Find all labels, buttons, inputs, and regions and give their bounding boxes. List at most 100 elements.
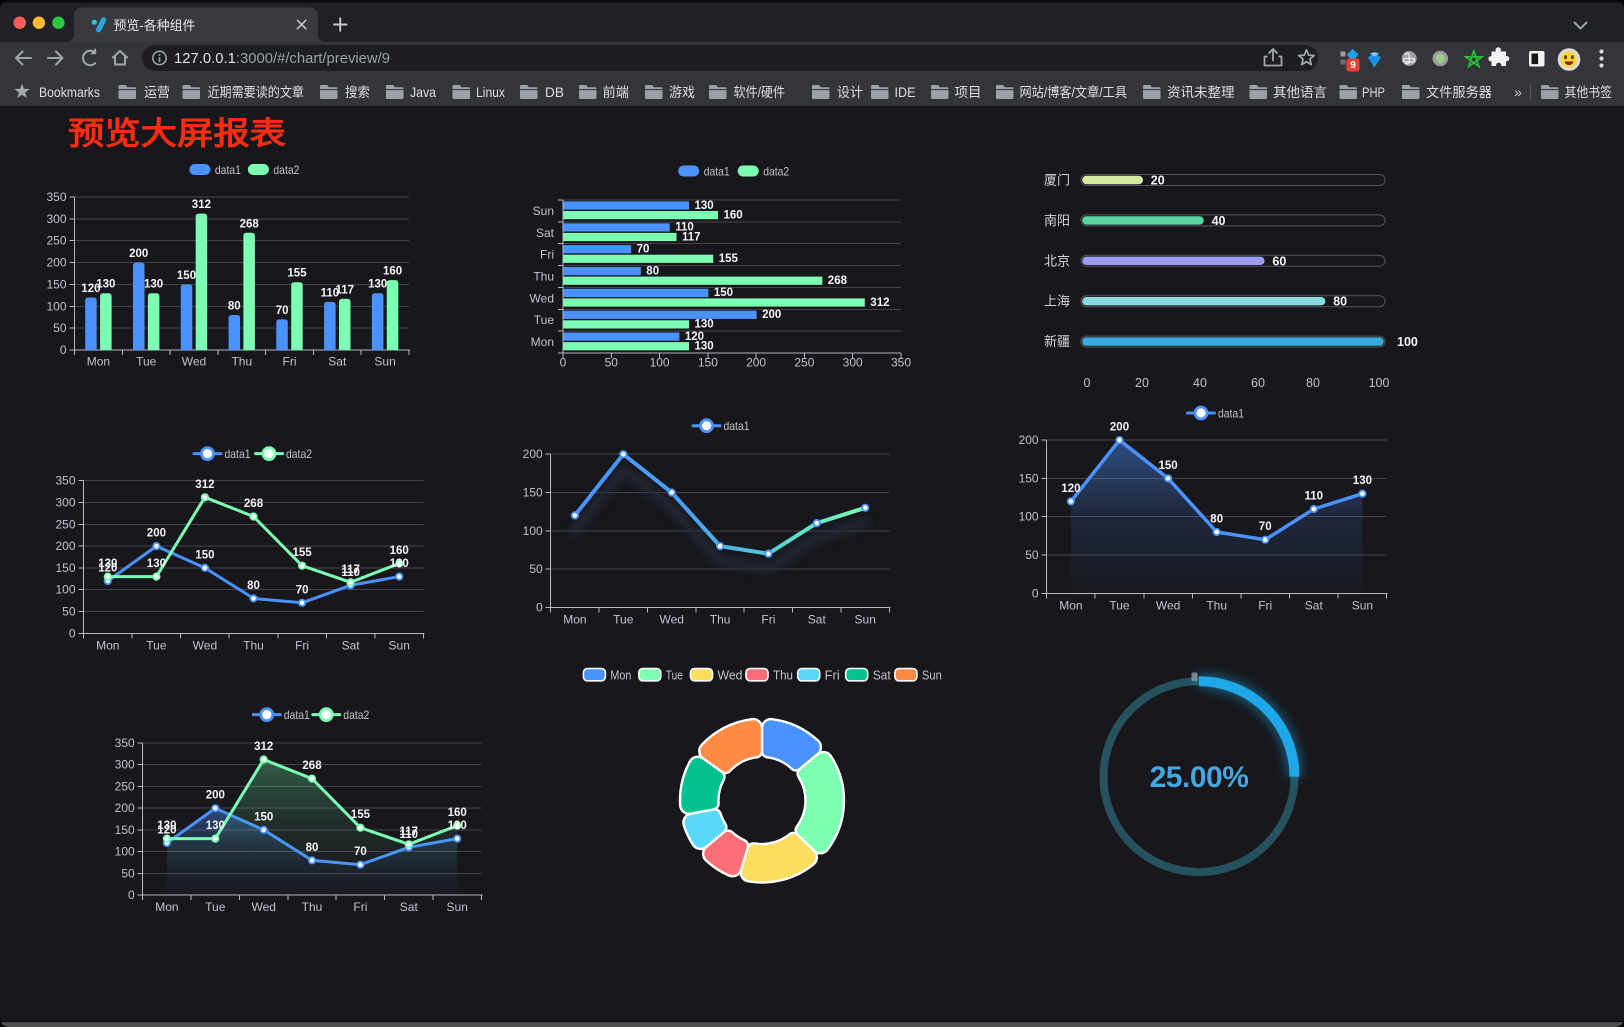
svg-text:110: 110 (675, 222, 694, 234)
svg-text:Thu: Thu (533, 270, 554, 284)
svg-text:Mon: Mon (1059, 598, 1082, 612)
svg-text:40: 40 (1193, 376, 1207, 390)
svg-text:150: 150 (523, 486, 543, 500)
svg-text:130: 130 (368, 279, 387, 291)
svg-text:130: 130 (695, 200, 714, 212)
svg-text:预览-各种组件: 预览-各种组件 (114, 18, 196, 33)
svg-text:Wed: Wed (1156, 598, 1180, 612)
svg-text:Fri: Fri (295, 638, 309, 652)
svg-text:155: 155 (293, 547, 313, 559)
svg-text:data2: data2 (273, 163, 299, 177)
svg-text:50: 50 (529, 562, 543, 576)
svg-text:Mon: Mon (531, 335, 554, 349)
svg-text:Fri: Fri (761, 612, 775, 626)
svg-text:Mon: Mon (610, 668, 631, 682)
svg-text:Fri: Fri (1258, 598, 1272, 612)
svg-text:100: 100 (1019, 510, 1039, 524)
svg-text:150: 150 (177, 270, 196, 282)
svg-text:350: 350 (115, 736, 135, 750)
svg-text:Sat: Sat (1305, 598, 1324, 612)
svg-text:120: 120 (98, 563, 117, 575)
svg-text:130: 130 (695, 341, 714, 353)
svg-text:厦门: 厦门 (1044, 173, 1070, 188)
svg-text:268: 268 (240, 218, 260, 230)
svg-text:312: 312 (192, 199, 211, 211)
svg-text:软件/硬件: 软件/硬件 (734, 85, 786, 100)
svg-text:data2: data2 (343, 708, 369, 722)
svg-text:200: 200 (147, 528, 166, 540)
svg-text:20: 20 (1151, 174, 1165, 188)
svg-text:130: 130 (147, 558, 166, 570)
svg-text:40: 40 (1212, 214, 1226, 228)
svg-text:130: 130 (390, 558, 409, 570)
svg-text:70: 70 (637, 244, 650, 256)
svg-text:9: 9 (1350, 60, 1356, 71)
svg-text:150: 150 (254, 811, 273, 823)
svg-text:设计: 设计 (837, 85, 863, 100)
svg-text:120: 120 (157, 825, 176, 837)
svg-text:PHP: PHP (1362, 85, 1385, 100)
svg-text:Thu: Thu (1206, 598, 1227, 612)
svg-text:120: 120 (685, 331, 704, 343)
svg-text:127.0.0.1:3000/#/chart/preview: 127.0.0.1:3000/#/chart/preview/9 (174, 51, 390, 67)
svg-text:Tue: Tue (534, 313, 555, 327)
svg-text:Sun: Sun (389, 638, 410, 652)
svg-text:200: 200 (55, 539, 75, 553)
svg-text:80: 80 (1306, 376, 1320, 390)
svg-text:文件服务器: 文件服务器 (1426, 85, 1492, 100)
svg-text:DB: DB (545, 85, 564, 100)
svg-text:Sun: Sun (855, 612, 876, 626)
svg-text:300: 300 (55, 496, 75, 510)
svg-text:80: 80 (1333, 295, 1347, 309)
svg-text:Sat: Sat (342, 638, 361, 652)
svg-text:Bookmarks: Bookmarks (39, 85, 100, 100)
svg-text:Sat: Sat (536, 226, 555, 240)
svg-text:250: 250 (55, 517, 75, 531)
svg-text:250: 250 (46, 234, 66, 248)
svg-text:130: 130 (157, 820, 176, 832)
svg-text:130: 130 (448, 820, 467, 832)
svg-text:Tue: Tue (666, 668, 683, 682)
svg-text:200: 200 (1019, 433, 1039, 447)
svg-text:Thu: Thu (710, 612, 731, 626)
svg-text:150: 150 (115, 823, 135, 837)
svg-text:Sun: Sun (374, 355, 395, 369)
svg-text:300: 300 (46, 212, 66, 226)
svg-text:200: 200 (115, 801, 135, 815)
svg-text:50: 50 (605, 356, 619, 370)
svg-text:200: 200 (1110, 422, 1129, 434)
svg-text:25.00%: 25.00% (1150, 761, 1249, 794)
svg-text:70: 70 (296, 584, 309, 596)
svg-text:130: 130 (98, 558, 117, 570)
svg-text:Mon: Mon (155, 900, 178, 914)
svg-text:150: 150 (55, 561, 75, 575)
svg-text:data1: data1 (284, 708, 310, 722)
svg-text:Tue: Tue (205, 900, 226, 914)
svg-text:Mon: Mon (96, 638, 119, 652)
svg-text:其他语言: 其他语言 (1273, 85, 1327, 100)
svg-text:80: 80 (1210, 514, 1223, 526)
svg-text:搜索: 搜索 (345, 85, 370, 100)
svg-text:Sat: Sat (808, 612, 827, 626)
svg-text:新疆: 新疆 (1044, 334, 1070, 349)
svg-text:300: 300 (843, 356, 863, 370)
svg-text:130: 130 (96, 279, 115, 291)
svg-text:Fri: Fri (353, 900, 367, 914)
svg-text:80: 80 (247, 580, 260, 592)
svg-text:160: 160 (383, 266, 402, 278)
svg-text:0: 0 (69, 626, 76, 640)
svg-text:Wed: Wed (659, 612, 683, 626)
svg-text:Fri: Fri (283, 355, 297, 369)
svg-text:312: 312 (254, 741, 273, 753)
svg-text:data2: data2 (763, 165, 789, 179)
svg-text:50: 50 (62, 605, 76, 619)
svg-text:150: 150 (46, 277, 66, 291)
svg-text:70: 70 (276, 305, 289, 317)
svg-text:Wed: Wed (718, 668, 743, 682)
svg-text:0: 0 (536, 600, 543, 614)
svg-text:IDE: IDE (895, 85, 916, 100)
svg-text:Sat: Sat (400, 900, 419, 914)
svg-text:Linux: Linux (476, 85, 505, 100)
svg-text:100: 100 (46, 299, 66, 313)
svg-text:20: 20 (1135, 376, 1149, 390)
